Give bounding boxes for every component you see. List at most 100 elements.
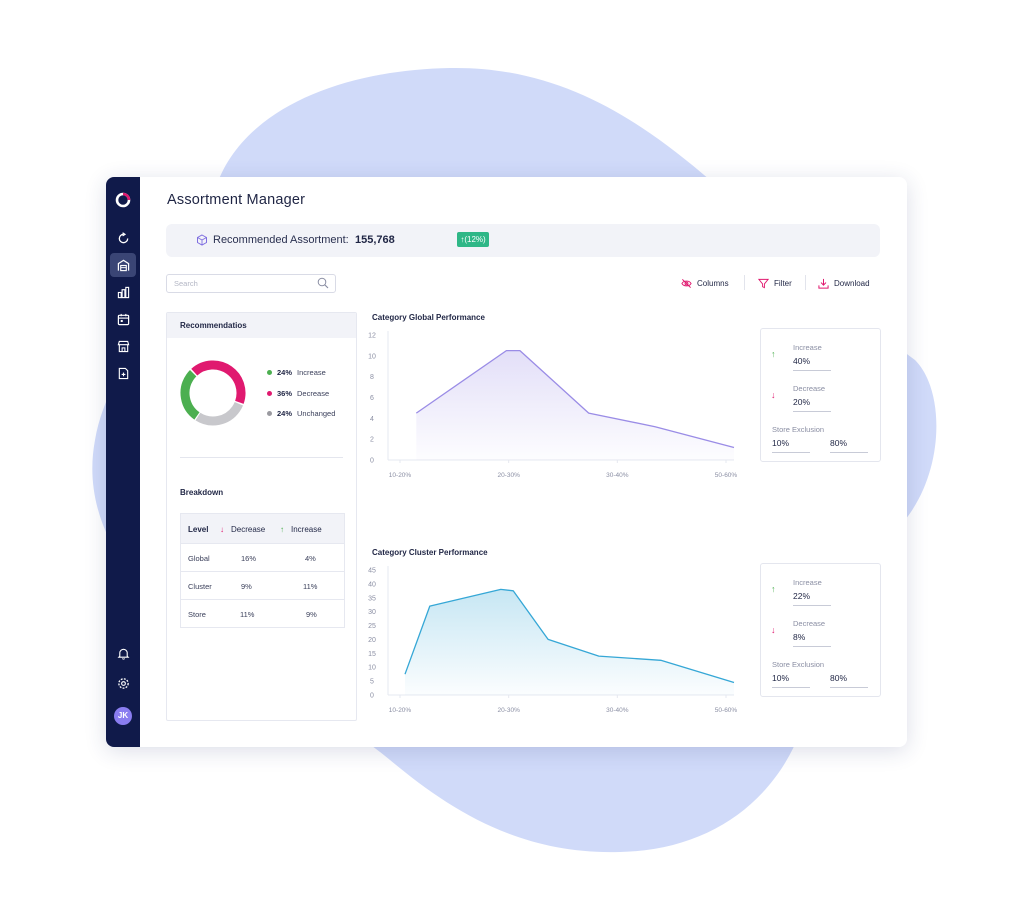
legend-pct: 36% [277,389,293,398]
y-tick-label: 0 [370,458,374,465]
nav-refresh[interactable] [110,226,136,250]
search-icon [317,277,329,289]
x-tick-label: 20-30% [497,707,520,714]
filter-button[interactable]: Filter [758,278,792,289]
exclusion-min-underline [772,452,810,453]
legend-pct: 24% [277,409,293,418]
header-level: Level [188,525,209,534]
cell-increase: 9% [306,610,317,619]
y-tick-label: 25 [368,623,376,630]
y-tick-label: 30 [368,609,376,616]
arrow-down-icon: ↓ [220,525,224,534]
cell-level: Global [188,554,210,563]
filter-label: Filter [774,279,792,288]
download-label: Download [834,279,870,288]
table-header: Level ↓ Decrease ↑ Increase [181,514,344,543]
decrease-value[interactable]: 8% [793,632,806,642]
nav-documents[interactable] [110,361,136,385]
x-tick-label: 50-60% [715,472,738,479]
exclusion-min-value[interactable]: 10% [772,673,790,683]
cell-increase: 11% [303,582,318,591]
x-tick-label: 10-20% [389,707,412,714]
header-decrease: Decrease [231,525,266,534]
arrow-up-icon: ↑ [460,235,465,244]
y-tick-label: 4 [370,416,374,423]
nav-warehouse[interactable] [110,253,136,277]
chart-title-cluster: Category Cluster Performance [372,548,488,557]
arrow-down-icon: ↓ [771,390,776,400]
cell-decrease: 9% [241,582,252,591]
legend-dot [267,391,272,396]
summary-value: 155,768 [355,234,395,246]
y-tick-label: 45 [368,568,376,575]
logo-icon [115,192,131,208]
arrow-up-icon: ↑ [280,525,284,534]
global-adjustments-card: ↑ Increase 40% ↓ Decrease 20% Store Excl… [760,328,881,462]
legend-label: Unchanged [297,409,336,418]
donut-segment-decrease [180,360,246,426]
toolbar-divider [805,275,806,290]
arrow-up-icon: ↑ [771,349,776,359]
x-tick-label: 30-40% [606,707,629,714]
change-badge: ↑(12%) [457,232,489,247]
legend-dot [267,411,272,416]
summary-label: Recommended Assortment: [213,234,349,246]
decrease-underline [793,646,831,647]
increase-value[interactable]: 22% [793,591,811,601]
arrow-up-icon: ↑ [771,584,776,594]
exclusion-max-value[interactable]: 80% [830,438,848,448]
download-button[interactable]: Download [818,278,870,289]
nav-stores[interactable] [110,334,136,358]
header-increase: Increase [291,525,322,534]
decrease-value[interactable]: 20% [793,397,811,407]
y-tick-label: 2 [370,437,374,444]
decrease-label: Decrease [793,384,826,393]
nav-reports[interactable] [110,280,136,304]
exclusion-min-value[interactable]: 10% [772,438,790,448]
y-tick-label: 12 [368,333,376,340]
recommendations-donut [180,360,246,426]
table-row: Cluster 9% 11% [181,571,344,599]
increase-label: Increase [793,578,822,587]
gear-icon [117,677,129,689]
legend-label: Increase [297,368,326,377]
y-tick-label: 35 [368,595,376,602]
series-area [416,350,734,460]
columns-button[interactable]: Columns [681,278,729,289]
warehouse-icon [117,259,129,271]
legend-label: Decrease [297,389,330,398]
recommendations-panel: Recommendatios 24% Increase 36% Decrease… [166,312,357,721]
x-tick-label: 50-60% [715,707,738,714]
exclusion-max-value[interactable]: 80% [830,673,848,683]
filter-icon [758,278,769,289]
exclusion-max-underline [830,452,868,453]
avatar[interactable]: JK [114,707,132,725]
cluster-performance-chart: 0 5 10 15 20 25 30 35 40 45 10-20% 20-30% 30-40% 50-6… [368,566,738,714]
nav-calendar[interactable] [110,307,136,331]
app-window: JK Assortment Manager Recommended Assort… [106,177,907,747]
search-input[interactable]: Search [166,274,336,293]
cell-level: Store [188,610,206,619]
legend-pct: 24% [277,368,293,377]
table-row: Store 11% 9% [181,599,344,627]
y-tick-label: 0 [370,693,374,700]
increase-value[interactable]: 40% [793,356,811,366]
columns-label: Columns [697,279,729,288]
y-tick-label: 8 [370,374,374,381]
chart-title-global: Category Global Performance [372,313,485,322]
legend-decrease: 36% Decrease [267,389,329,398]
nav-settings[interactable] [110,671,136,695]
calendar-icon [117,313,129,325]
divider [180,457,343,458]
increase-label: Increase [793,343,822,352]
y-tick-label: 10 [368,353,376,360]
toolbar-divider [744,275,745,290]
nav-notifications[interactable] [110,641,136,665]
exclusion-min-underline [772,687,810,688]
y-tick-label: 15 [368,651,376,658]
legend-dot [267,370,272,375]
decrease-underline [793,411,831,412]
y-tick-label: 5 [370,679,374,686]
store-exclusion-label: Store Exclusion [772,425,825,434]
series-line [415,349,735,449]
